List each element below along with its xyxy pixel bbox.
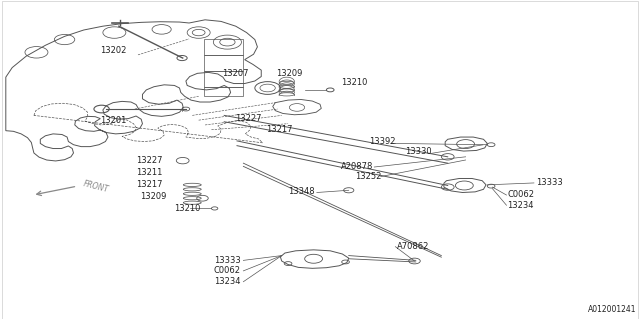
Text: FRONT: FRONT bbox=[83, 180, 110, 195]
Bar bbox=[204, 71, 243, 87]
Text: A20878: A20878 bbox=[341, 162, 374, 171]
Bar bbox=[204, 39, 243, 55]
Bar bbox=[204, 87, 243, 96]
Text: 13210: 13210 bbox=[174, 204, 201, 213]
Text: A70862: A70862 bbox=[397, 242, 429, 251]
Text: 13333: 13333 bbox=[536, 178, 563, 187]
Text: 13202: 13202 bbox=[100, 46, 126, 55]
Text: 13207: 13207 bbox=[222, 69, 248, 78]
Text: A012001241: A012001241 bbox=[588, 305, 636, 314]
Text: 13201: 13201 bbox=[100, 116, 126, 125]
Text: 13210: 13210 bbox=[341, 78, 367, 87]
Text: 13211: 13211 bbox=[136, 168, 163, 177]
Text: 13227: 13227 bbox=[136, 156, 163, 164]
Text: 13234: 13234 bbox=[507, 201, 534, 210]
Text: 13209: 13209 bbox=[276, 69, 303, 78]
Text: C0062: C0062 bbox=[507, 190, 534, 199]
Text: C0062: C0062 bbox=[214, 266, 241, 276]
Text: 13392: 13392 bbox=[369, 137, 396, 146]
Text: 13333: 13333 bbox=[214, 256, 241, 265]
Text: 13330: 13330 bbox=[405, 147, 432, 156]
Text: 13217: 13217 bbox=[266, 125, 293, 134]
Bar bbox=[204, 55, 243, 71]
Text: 13252: 13252 bbox=[355, 172, 381, 181]
Text: 13217: 13217 bbox=[136, 180, 163, 189]
Text: 13348: 13348 bbox=[288, 188, 315, 196]
Text: 13227: 13227 bbox=[235, 114, 261, 123]
Text: 13209: 13209 bbox=[140, 192, 167, 202]
Text: 13234: 13234 bbox=[214, 277, 241, 286]
